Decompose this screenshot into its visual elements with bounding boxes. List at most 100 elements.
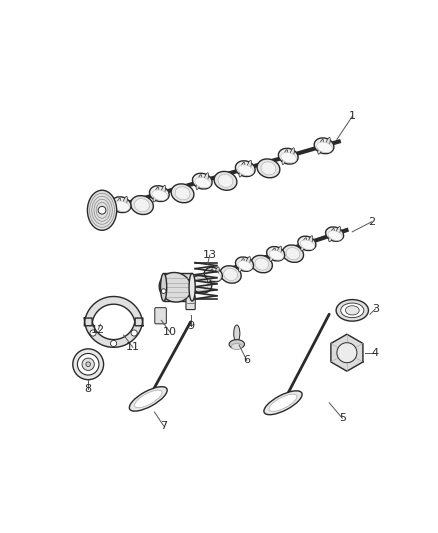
Ellipse shape [152,190,168,200]
Circle shape [337,343,357,363]
Ellipse shape [276,246,282,260]
Ellipse shape [177,277,194,291]
Polygon shape [85,318,143,348]
Text: 13: 13 [203,250,217,260]
Ellipse shape [298,236,316,251]
Circle shape [90,330,96,336]
Ellipse shape [194,278,208,290]
Ellipse shape [214,267,219,280]
Ellipse shape [122,196,127,211]
Ellipse shape [134,390,162,408]
Circle shape [110,341,117,346]
Text: 2: 2 [368,217,375,227]
FancyBboxPatch shape [155,308,166,324]
Text: 1: 1 [349,111,356,122]
Ellipse shape [88,190,117,230]
Ellipse shape [307,236,313,249]
Ellipse shape [231,343,242,350]
Ellipse shape [283,245,304,262]
Circle shape [73,349,103,379]
Text: 10: 10 [163,327,177,337]
Ellipse shape [282,150,288,165]
Ellipse shape [335,227,340,240]
Ellipse shape [325,227,344,241]
Ellipse shape [289,148,294,163]
Ellipse shape [180,278,185,292]
Ellipse shape [111,197,131,213]
Ellipse shape [281,152,297,163]
Ellipse shape [114,201,129,212]
Ellipse shape [238,165,254,175]
Ellipse shape [328,231,342,240]
Ellipse shape [195,177,211,188]
Ellipse shape [171,184,194,203]
Ellipse shape [153,187,159,202]
Ellipse shape [159,272,191,302]
Ellipse shape [179,280,193,290]
Ellipse shape [214,172,237,190]
Text: 3: 3 [372,304,379,314]
Circle shape [161,289,166,294]
Text: 8: 8 [85,384,92,394]
Ellipse shape [134,198,149,212]
Ellipse shape [191,276,212,293]
Ellipse shape [129,386,167,411]
Ellipse shape [336,300,368,321]
Ellipse shape [238,261,252,270]
Ellipse shape [207,269,213,282]
Circle shape [98,206,106,214]
Ellipse shape [346,306,359,315]
Ellipse shape [160,185,166,200]
Ellipse shape [269,251,283,260]
Ellipse shape [220,266,241,283]
Polygon shape [331,334,363,371]
Ellipse shape [239,259,244,272]
Polygon shape [164,273,192,301]
Ellipse shape [328,229,334,242]
Ellipse shape [325,138,330,152]
Text: 9: 9 [187,321,194,331]
Ellipse shape [149,185,169,201]
Polygon shape [85,296,143,326]
Ellipse shape [264,391,302,415]
Text: 7: 7 [160,421,167,431]
Text: 5: 5 [339,413,346,423]
Ellipse shape [203,173,208,188]
FancyBboxPatch shape [186,296,195,310]
Ellipse shape [255,258,268,270]
Ellipse shape [161,273,167,301]
Ellipse shape [261,162,276,175]
Ellipse shape [175,187,190,200]
Ellipse shape [204,268,223,282]
Ellipse shape [207,271,221,281]
Ellipse shape [279,148,298,164]
Ellipse shape [239,162,245,177]
Ellipse shape [300,240,314,249]
Ellipse shape [270,248,276,261]
Circle shape [131,330,137,336]
Text: 11: 11 [126,342,140,352]
Text: 12: 12 [91,325,105,335]
Ellipse shape [235,161,255,176]
Circle shape [86,362,91,367]
Ellipse shape [234,325,240,342]
Ellipse shape [341,303,364,318]
Ellipse shape [251,255,272,273]
Ellipse shape [286,248,300,260]
Ellipse shape [229,340,244,349]
Ellipse shape [317,142,332,152]
Circle shape [82,358,94,370]
Ellipse shape [186,276,191,289]
Ellipse shape [236,257,254,271]
Ellipse shape [224,269,237,280]
Ellipse shape [269,394,297,411]
Text: 4: 4 [372,348,379,358]
Text: 6: 6 [243,356,250,366]
Ellipse shape [245,256,251,270]
Ellipse shape [218,174,233,188]
Ellipse shape [257,159,280,178]
Ellipse shape [131,196,153,214]
Ellipse shape [196,175,202,190]
Ellipse shape [246,160,251,175]
Ellipse shape [115,198,120,213]
